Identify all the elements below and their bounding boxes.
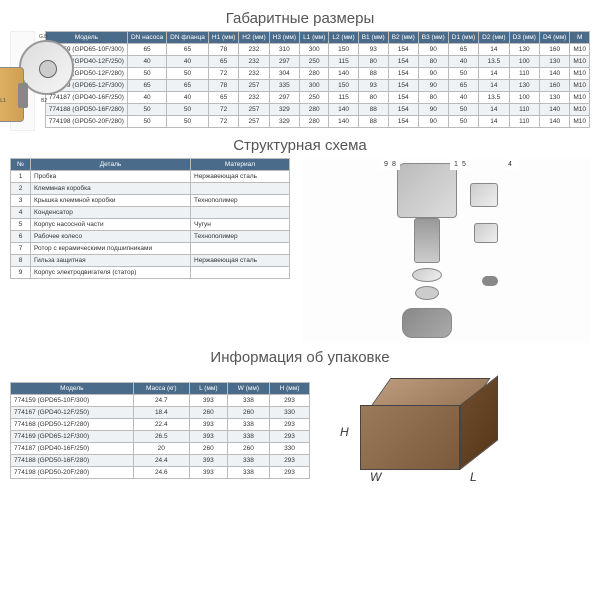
packaging-table: МодельМасса (кг)L (мм)W (мм)H (мм) 77415… [10,382,310,479]
section-title-pack: Информация об упаковке [10,349,590,366]
box-label-w: W [370,470,381,484]
dimension-diagram: G.B B2 L1 [10,31,35,131]
section-title-struct: Структурная схема [10,137,590,154]
box-diagram: H W L [330,370,510,490]
table-row: 4Конденсатор [11,207,290,219]
table-row: 5Корпус насосной частиЧугун [11,219,290,231]
table-row: 774187 (GPD40-16F/250)404065232297250115… [45,92,589,104]
box-label-h: H [340,425,349,439]
table-row: 774167 (GPD40-12F/250)18.4260260330 [11,406,310,418]
table-row: 6Рабочее колесоТехнополимер [11,231,290,243]
table-row: 774198 (GPD50-20F/280)24.6393338293 [11,466,310,478]
table-row: 1ПробкаНержавеющая сталь [11,171,290,183]
table-row: 2Клеммная коробка [11,183,290,195]
table-row: 3Крышка клеммной коробкиТехнополимер [11,195,290,207]
exploded-diagram: 1 2 3 4 5 6 7 8 9 [302,158,590,343]
dimensions-table: МодельDN насосаDN фланцаH1 (мм)H2 (мм)H3… [45,31,590,128]
box-label-l: L [470,470,477,484]
parts-table: №ДетальМатериал 1ПробкаНержавеющая сталь… [10,158,290,279]
table-row: 774168 (GPD50-12F/280)22.4393338293 [11,418,310,430]
table-row: 774188 (GPD50-16F/280)505072257329280140… [45,104,589,116]
table-row: 774169 (GPD65-12F/300)26.5393338293 [11,430,310,442]
table-row: 774168 (GPD50-12F/280)505072232304280140… [45,68,589,80]
table-row: 774198 (GPD50-20F/280)505072257329280140… [45,116,589,128]
table-row: 7Ротор с керамическими подшипниками [11,243,290,255]
table-row: 774188 (GPD50-16F/280)24.4393338293 [11,454,310,466]
section-title-dims: Габаритные размеры [10,10,590,27]
table-row: 8Гильза защитнаяНержавеющая сталь [11,255,290,267]
table-row: 774167 (GPD40-12F/250)404065232297250115… [45,56,589,68]
table-row: 9Корпус электродвигателя (статор) [11,267,290,279]
table-row: 774159 (GPD65-10F/300)656578232310300150… [45,44,589,56]
table-row: 774187 (GPD40-16F/250)20260260330 [11,442,310,454]
table-row: 774169 (GPD65-12F/300)656578257335300150… [45,80,589,92]
table-row: 774159 (GPD65-10F/300)24.7393338293 [11,394,310,406]
